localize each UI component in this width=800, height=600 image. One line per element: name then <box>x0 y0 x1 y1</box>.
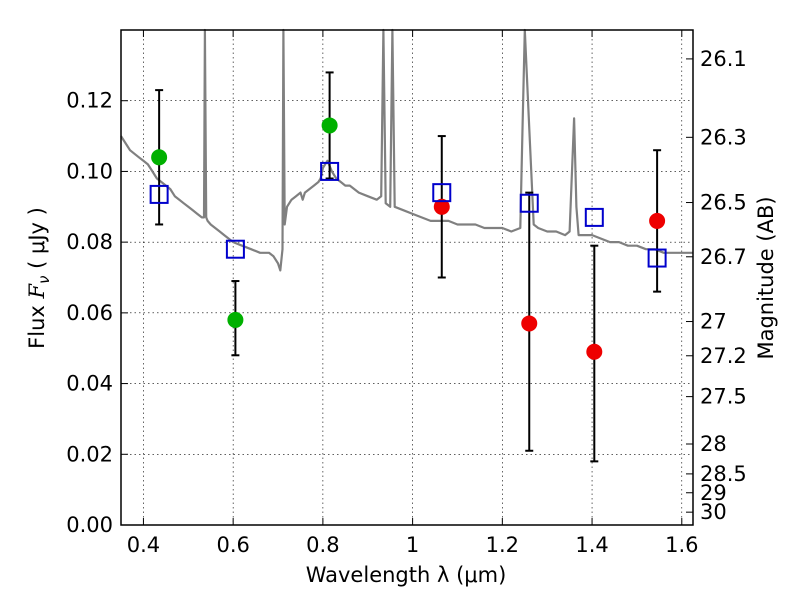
y-tick-label: 0.12 <box>66 89 113 113</box>
y2-tick-label: 26.5 <box>700 191 747 215</box>
y2-tick-label: 26.3 <box>700 125 747 149</box>
x-tick-label: 0.8 <box>306 533 339 557</box>
data-point <box>151 149 168 166</box>
y-tick-label: 0.06 <box>66 301 113 325</box>
data-point <box>433 198 450 215</box>
data-point <box>521 315 538 332</box>
x-tick-label: 1 <box>406 533 419 557</box>
plot-frame <box>120 29 694 526</box>
model-photometry-point <box>647 248 667 268</box>
x-tick-label: 1.2 <box>486 533 519 557</box>
y-axis-label-text: Flux <box>25 299 49 349</box>
y2-axis-label: Magnitude (AB) <box>754 196 778 359</box>
y-axis-label: Flux Fν ( μJy ) <box>25 207 53 349</box>
model-photometry-point <box>519 193 539 213</box>
y2-tick-label: 27.5 <box>700 385 747 409</box>
spectrum-line <box>120 28 693 272</box>
grid <box>121 30 693 526</box>
tick-labels: 0.4 0.6 0.8 1 1.2 1.4 1.6 0.00 0.02 0.04 0.06 0.08 0… <box>66 47 747 557</box>
y-tick-label: 0.10 <box>66 159 113 183</box>
y-axis-label-subscript: ν <box>35 276 53 284</box>
model-spectrum <box>120 28 693 272</box>
y-tick-label: 0.08 <box>66 230 113 254</box>
y2-tick-label: 27.2 <box>700 344 747 368</box>
data-point <box>321 117 338 134</box>
model-photometry-point <box>149 184 169 204</box>
model-photometry-point <box>225 239 245 259</box>
y2-tick-label: 28.5 <box>700 462 747 486</box>
errorbars <box>155 71 662 463</box>
y-axis-label-unit: ( μJy ) <box>25 207 49 275</box>
y2-tick-label: 26.1 <box>700 47 747 71</box>
data-point <box>649 212 666 229</box>
y-tick-label: 0.00 <box>66 513 113 537</box>
y2-tick-label: 27 <box>700 310 727 334</box>
x-tick-label: 1.4 <box>575 533 608 557</box>
y2-tick-label: 29 <box>700 481 727 505</box>
x-axis-label: Wavelength λ (μm) <box>306 563 507 587</box>
model-photometry-point <box>432 183 452 203</box>
model-photometry-point <box>320 161 340 181</box>
data-point <box>586 343 603 360</box>
y-tick-label: 0.04 <box>66 372 113 396</box>
y-tick-label: 0.02 <box>66 442 113 466</box>
y2-tick-label: 28 <box>700 432 727 456</box>
axis-ticks <box>121 30 693 526</box>
x-tick-label: 0.6 <box>216 533 249 557</box>
y2-tick-label: 26.7 <box>700 245 747 269</box>
model-photometry-point <box>584 207 604 227</box>
y2-tick-label: 30 <box>700 500 727 524</box>
x-tick-label: 1.6 <box>665 533 698 557</box>
x-tick-label: 0.4 <box>127 533 160 557</box>
y-axis-label-symbol: F <box>25 283 49 300</box>
data-point <box>227 311 244 328</box>
data-points <box>149 117 667 360</box>
